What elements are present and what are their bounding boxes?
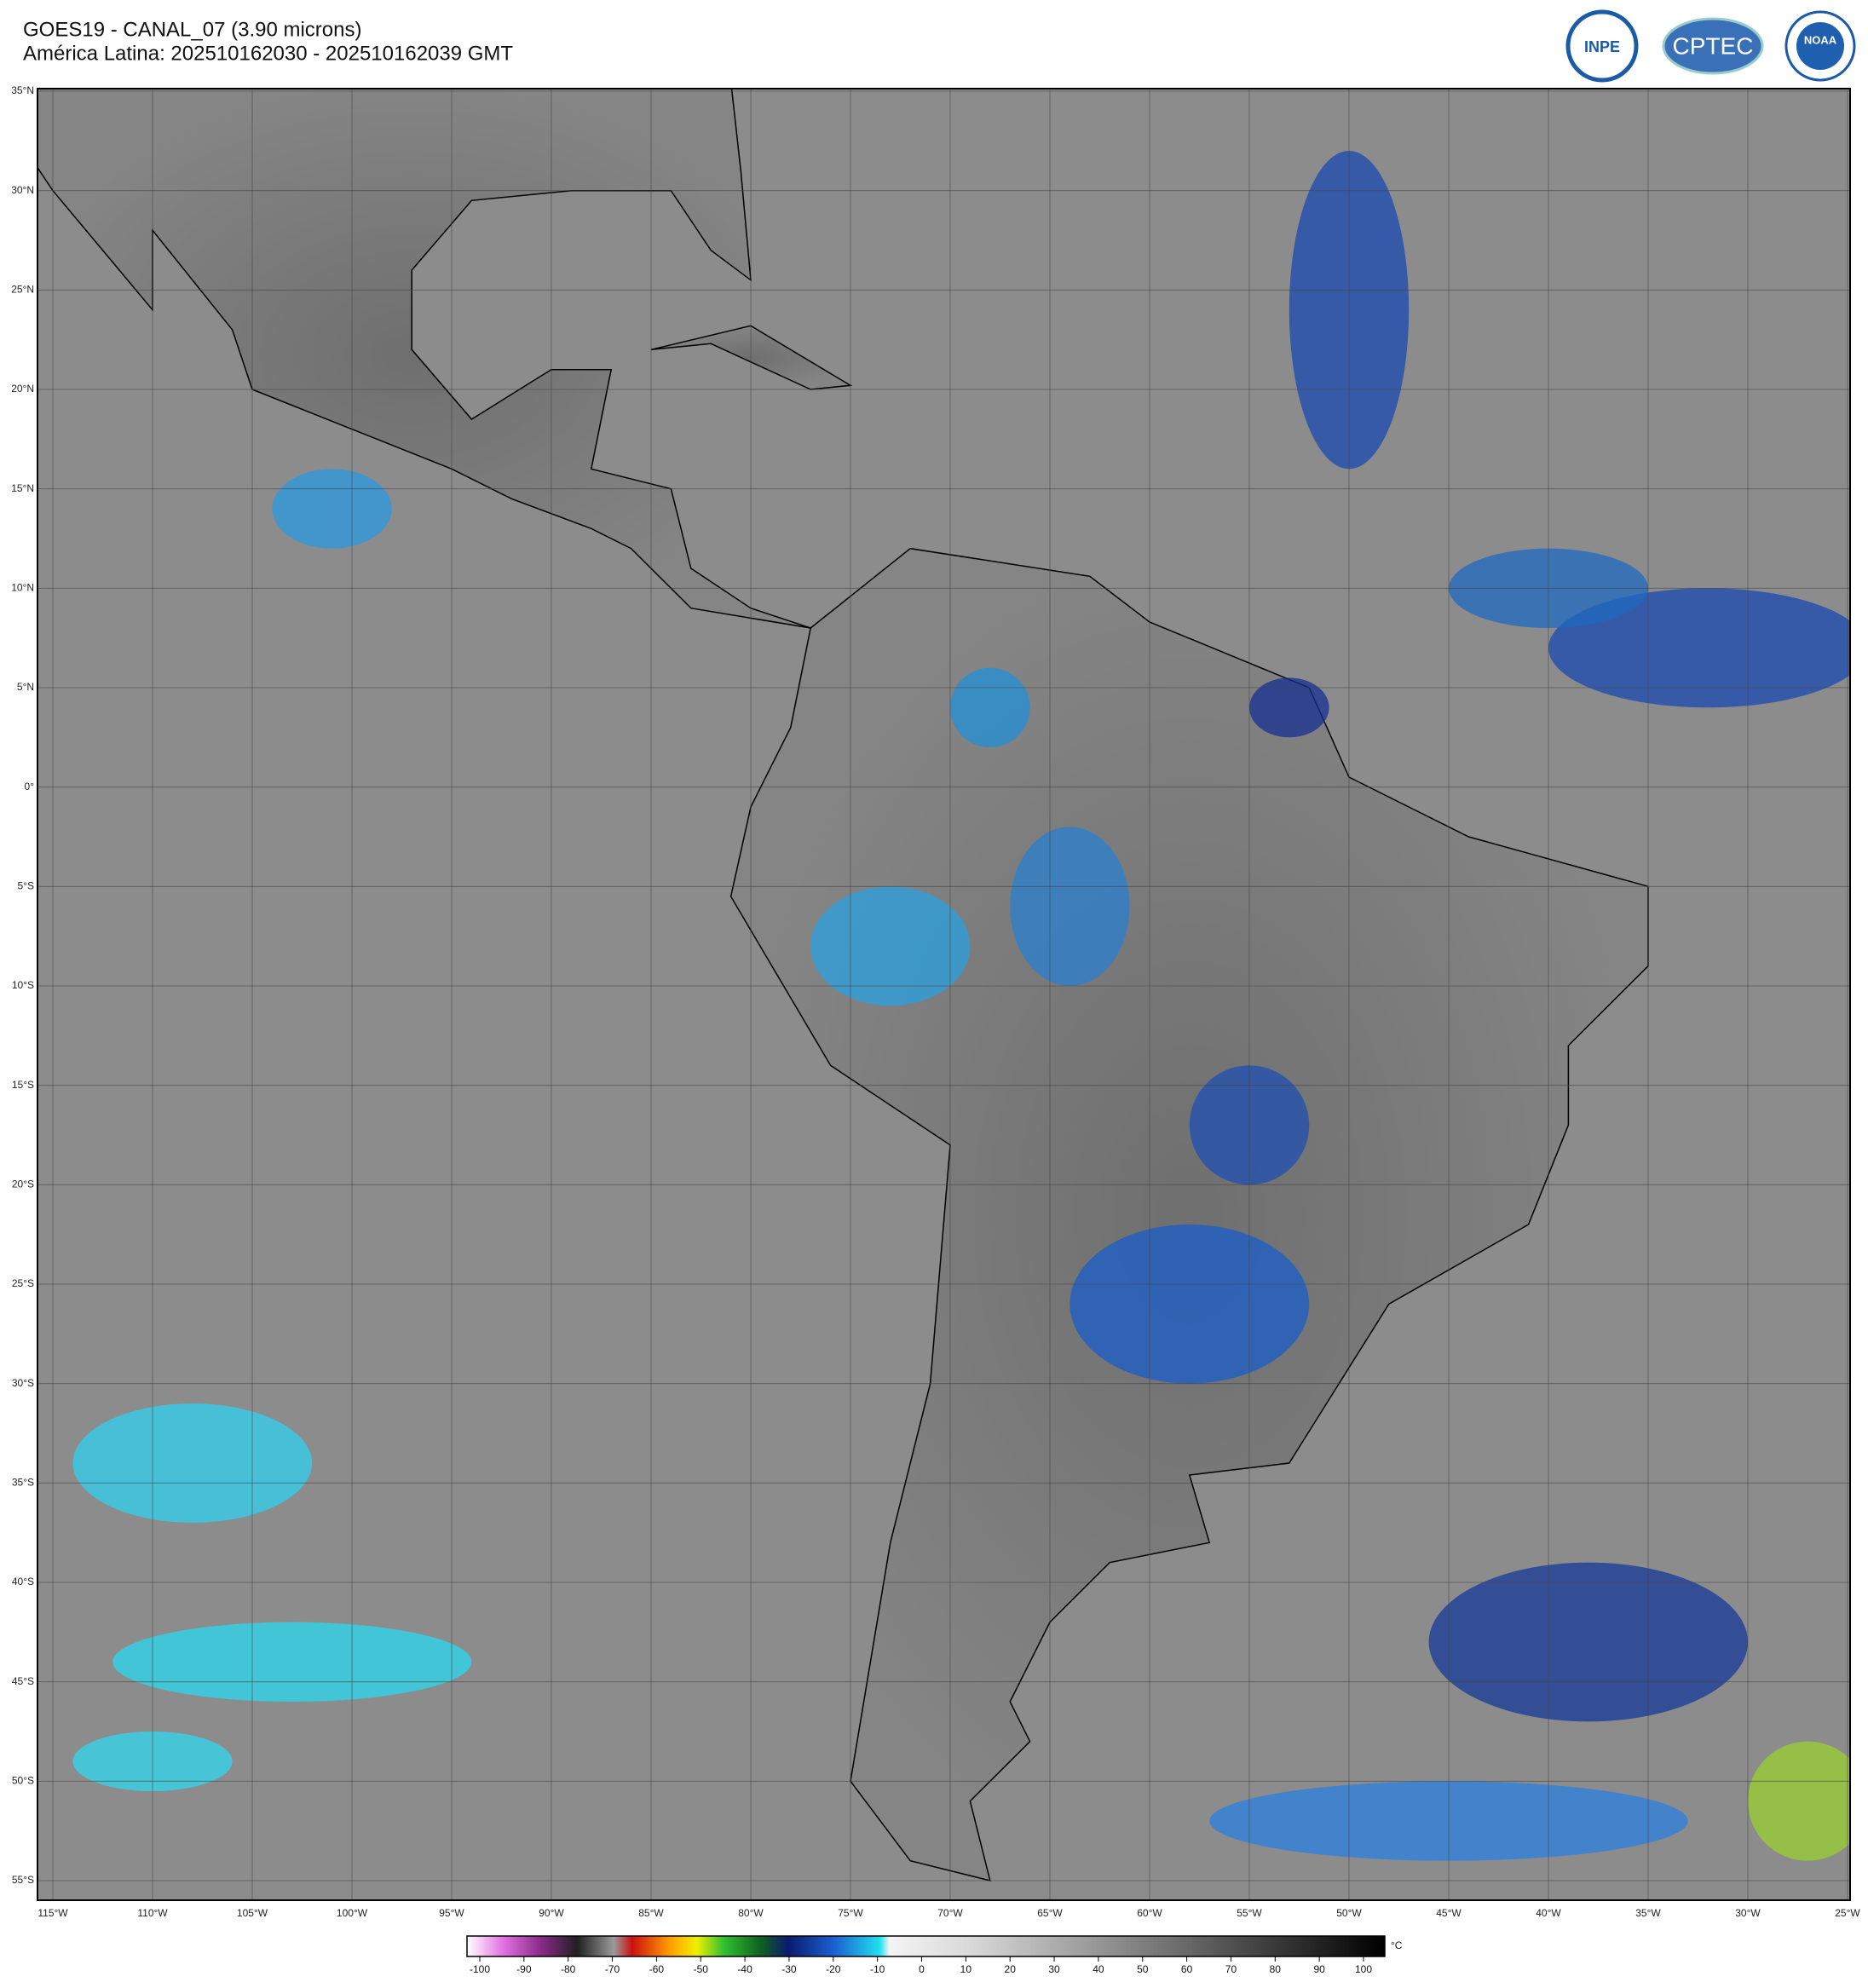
lon-tick-label: 90°W	[539, 1907, 564, 1919]
lat-tick-label: 15°N	[11, 482, 34, 494]
lon-tick-label: 55°W	[1237, 1907, 1262, 1919]
colorbar-tick-label: 30	[1048, 1963, 1060, 1975]
colorbar-unit: °C	[1391, 1939, 1403, 1951]
lon-tick-label: 100°W	[337, 1907, 368, 1919]
title: GOES19 - CANAL_07 (3.90 microns)	[23, 18, 362, 41]
lon-tick-label: 105°W	[237, 1907, 268, 1919]
cloud-area	[1069, 1224, 1310, 1384]
lon-tick-label: 25°W	[1835, 1907, 1860, 1919]
lat-tick-label: 45°S	[12, 1675, 34, 1687]
lon-tick-label: 30°W	[1735, 1907, 1761, 1919]
colorbar-tick-label: 50	[1137, 1963, 1149, 1975]
colorbar-tick-label: 80	[1270, 1963, 1282, 1975]
lat-tick-label: 50°S	[12, 1775, 34, 1787]
logo-text: INPE	[1584, 38, 1620, 55]
lon-tick-label: 65°W	[1037, 1907, 1063, 1919]
colorbar-tick-label: 10	[960, 1963, 972, 1975]
colorbar-tick-label: -10	[870, 1963, 885, 1975]
lat-tick-label: 40°S	[12, 1576, 34, 1588]
cloud-area	[1748, 1741, 1850, 1861]
coastline	[37, 89, 811, 629]
colorbar-tick-label: 100	[1355, 1963, 1372, 1975]
lat-tick-label: 20°N	[11, 383, 34, 395]
lon-tick-label: 35°W	[1635, 1907, 1661, 1919]
colorbar-tick-label: -100	[470, 1963, 490, 1975]
lat-tick-label: 0°	[25, 781, 35, 792]
logo-text: CPTEC	[1673, 32, 1754, 59]
colorbar-tick-label: -70	[605, 1963, 620, 1975]
colorbar-tick-label: 60	[1181, 1963, 1193, 1975]
colorbar-tick-label: 20	[1005, 1963, 1017, 1975]
map-frame	[37, 88, 1851, 1901]
lon-tick-label: 85°W	[638, 1907, 664, 1919]
colorbar-tick-label: -80	[561, 1963, 576, 1975]
lat-tick-label: 15°S	[12, 1079, 34, 1091]
lat-tick-label: 35°N	[11, 84, 34, 96]
cloud-area	[1428, 1562, 1748, 1722]
lat-tick-label: 35°S	[12, 1477, 34, 1489]
cloud-area	[950, 667, 1030, 747]
noaa-emblem	[1796, 22, 1844, 70]
colorbar-tick-label: 40	[1093, 1963, 1104, 1975]
cloud-area	[72, 1403, 313, 1523]
lat-tick-label: 30°S	[12, 1377, 34, 1389]
lat-tick-label: 55°S	[12, 1874, 34, 1886]
colorbar-tick-label: 90	[1313, 1963, 1325, 1975]
map	[37, 89, 1850, 1900]
logos: INPE CPTEC NOAA	[1565, 9, 1856, 83]
cptec-logo	[1662, 17, 1764, 75]
cloud-area	[1249, 677, 1329, 738]
lon-tick-label: 75°W	[838, 1907, 863, 1919]
lat-tick-label: 25°S	[12, 1277, 34, 1289]
colorbar-tick-label: 70	[1225, 1963, 1237, 1975]
lat-tick-label: 30°N	[11, 184, 34, 196]
lon-tick-label: 40°W	[1536, 1907, 1561, 1919]
colorbar-tick-label: -60	[649, 1963, 665, 1975]
colorbar-tick-label: -90	[516, 1963, 532, 1975]
cloud-area	[272, 469, 392, 549]
coastline	[729, 547, 1649, 1882]
lat-tick-label: 5°N	[17, 681, 34, 693]
colorbar-tick-label: -40	[737, 1963, 752, 1975]
lon-tick-label: 60°W	[1137, 1907, 1162, 1919]
lat-tick-label: 20°S	[12, 1178, 34, 1190]
cloud-area	[112, 1622, 472, 1703]
inpe-logo	[1565, 9, 1639, 83]
lat-tick-label: 5°S	[18, 880, 34, 892]
lon-tick-label: 50°W	[1336, 1907, 1362, 1919]
lon-tick-label: 110°W	[137, 1907, 168, 1919]
cloud-area	[810, 886, 971, 1006]
lon-tick-label: 70°W	[937, 1907, 963, 1919]
lon-tick-label: 115°W	[37, 1907, 68, 1919]
colorbar-tick-label: 0	[919, 1963, 925, 1975]
subtitle: América Latina: 202510162030 - 202510162…	[23, 42, 513, 65]
cloud-area	[1010, 827, 1130, 986]
cloud-area	[1548, 588, 1850, 708]
lat-tick-label: 25°N	[11, 284, 34, 296]
colorbar-tick-label: -50	[694, 1963, 709, 1975]
lon-tick-label: 80°W	[738, 1907, 764, 1919]
colorbar	[466, 1935, 1386, 1957]
lon-tick-label: 45°W	[1436, 1907, 1462, 1919]
colorbar-tick-label: -30	[781, 1963, 797, 1975]
logo-text: NOAA	[1804, 33, 1837, 46]
lat-tick-label: 10°S	[12, 979, 34, 991]
lon-tick-label: 95°W	[439, 1907, 464, 1919]
lat-tick-label: 10°N	[11, 582, 34, 594]
colorbar-tick-label: -20	[826, 1963, 841, 1975]
